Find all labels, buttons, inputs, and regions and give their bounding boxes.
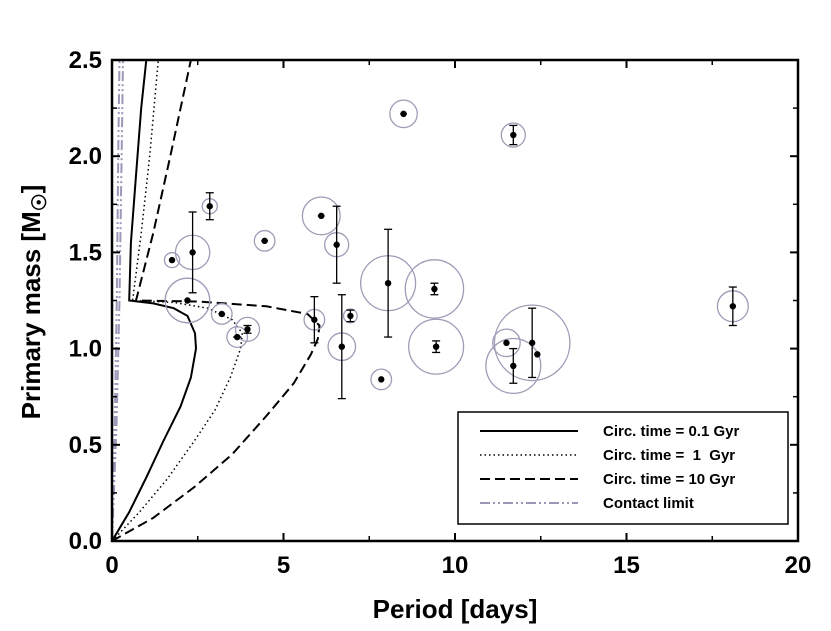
data-point-2 <box>206 203 213 210</box>
y-tick-label-4: 2.0 <box>69 143 102 170</box>
data-point-21 <box>528 339 536 347</box>
data-point-16 <box>431 285 438 293</box>
y-tick-label-0: 0.0 <box>69 528 102 555</box>
data-point-18 <box>503 339 510 347</box>
data-point-12 <box>347 312 354 320</box>
data-point-5 <box>233 333 241 341</box>
curve-2 <box>112 60 321 541</box>
bubble-7 <box>253 229 276 252</box>
data-point-10 <box>333 241 340 248</box>
bubble-12 <box>342 308 358 324</box>
bubble-17 <box>408 318 465 375</box>
bubble-21 <box>493 304 571 382</box>
legend: Circ. time = 0.1 Gyr Circ. time = 1 Gyr Ci… <box>457 411 789 525</box>
curves-layer <box>112 60 321 541</box>
curve-4 <box>112 60 121 541</box>
x-tick-label-0: 0 <box>105 552 118 579</box>
bubble-4 <box>210 303 233 325</box>
data-point-17 <box>432 343 440 350</box>
y-tick-label-5: 2.5 <box>69 47 102 74</box>
curve-3 <box>112 60 124 541</box>
axes-layer: 0 5 10 15 20 0.0 0.5 1.0 1.5 2.0 2.5 <box>69 47 812 579</box>
data-point-20 <box>510 362 517 370</box>
curve-0 <box>112 60 198 541</box>
legend-label-3: Contact limit <box>603 495 694 512</box>
data-point-23 <box>729 303 737 310</box>
legend-label-1: Circ. time = 1 Gyr <box>603 447 735 464</box>
data-point-15 <box>400 110 407 118</box>
data-point-14 <box>384 279 392 287</box>
bubble-5 <box>226 326 249 348</box>
bubble-6 <box>234 316 261 343</box>
data-point-3 <box>184 297 191 304</box>
data-point-19 <box>510 131 517 139</box>
x-tick-label-3: 15 <box>613 552 640 579</box>
sun-symbol: ☉ <box>29 193 51 211</box>
y-axis-title: Primary mass [M☉] <box>16 185 51 420</box>
data-point-1 <box>189 249 196 256</box>
bubble-18 <box>492 328 521 358</box>
bubble-0 <box>163 251 181 269</box>
y-tick-label-3: 1.5 <box>69 239 102 266</box>
x-tick-label-2: 10 <box>442 552 469 579</box>
bubble-15 <box>389 99 418 129</box>
bubble-9 <box>301 196 341 236</box>
data-point-0 <box>168 256 176 264</box>
data-point-6 <box>244 326 251 333</box>
bubble-3 <box>164 277 211 324</box>
data-point-9 <box>318 212 325 220</box>
legend-label-2: Circ. time = 10 Gyr <box>603 471 735 488</box>
y-tick-label-1: 0.5 <box>69 432 102 459</box>
data-point-11 <box>338 343 346 350</box>
y-axis-title-close: ] <box>16 185 46 194</box>
points-layer <box>168 110 737 400</box>
bubble-16 <box>404 259 465 319</box>
y-tick-label-2: 1.0 <box>69 336 102 363</box>
data-point-13 <box>378 376 385 383</box>
data-point-7 <box>261 237 268 245</box>
x-tick-label-1: 5 <box>277 552 290 579</box>
data-point-22 <box>534 351 541 358</box>
bubble-19 <box>500 122 526 148</box>
data-point-8 <box>311 316 318 323</box>
x-tick-label-4: 20 <box>785 552 812 579</box>
bubble-20 <box>485 337 542 395</box>
x-axis-title: Period [days] <box>373 594 538 624</box>
legend-label-0: Circ. time = 0.1 Gyr <box>603 423 739 440</box>
bubble-13 <box>370 368 393 391</box>
y-axis-title-main: Primary mass [M <box>16 211 46 419</box>
circles-layer <box>163 99 749 395</box>
data-point-4 <box>218 310 225 318</box>
